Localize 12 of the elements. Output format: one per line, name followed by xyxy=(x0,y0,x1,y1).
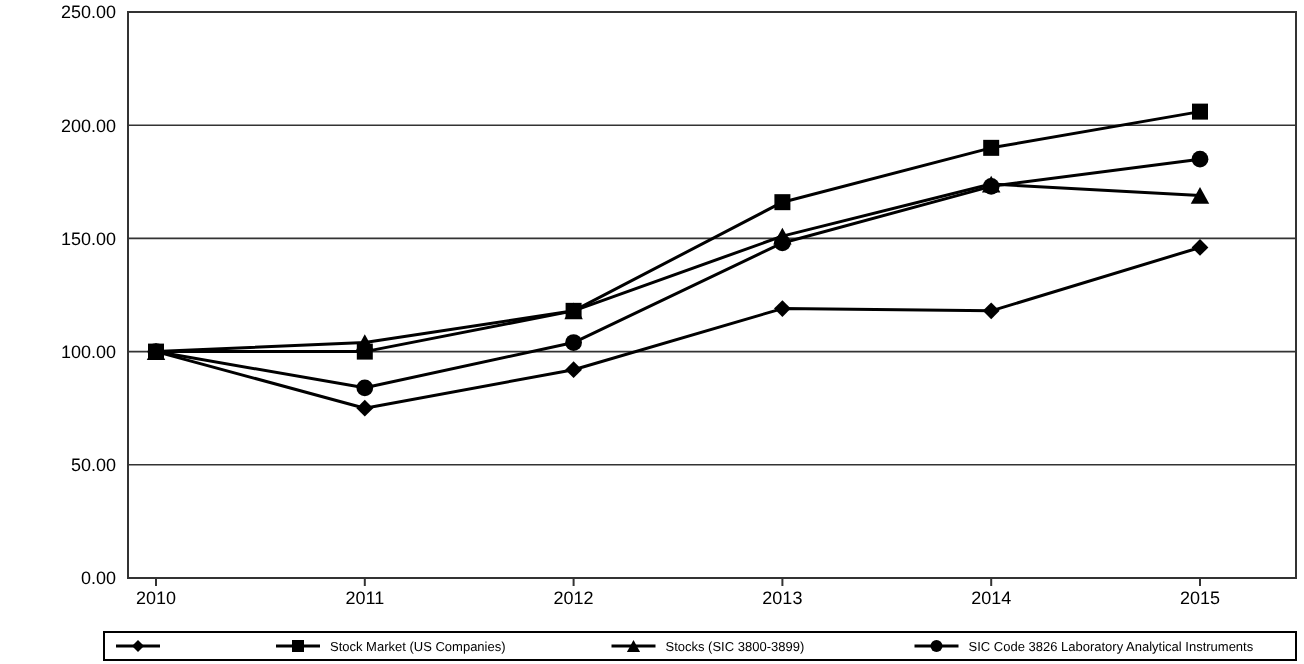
x-tick-label: 2012 xyxy=(553,588,594,608)
x-tick-label: 2011 xyxy=(345,588,385,608)
y-tick-label: 250.00 xyxy=(60,2,116,23)
x-tick-label: 2013 xyxy=(762,588,803,608)
y-tick-label: 200.00 xyxy=(60,115,116,136)
y-tick-label: 100.00 xyxy=(60,341,116,362)
y-tick-label: 50.00 xyxy=(70,455,116,476)
y-tick-label: 0.00 xyxy=(80,568,116,589)
x-tick-label: 2010 xyxy=(135,588,177,608)
x-tick-label: 2015 xyxy=(1179,588,1221,608)
y-tick-label: 150.00 xyxy=(60,228,116,249)
x-tick-label: 2014 xyxy=(971,588,1012,608)
